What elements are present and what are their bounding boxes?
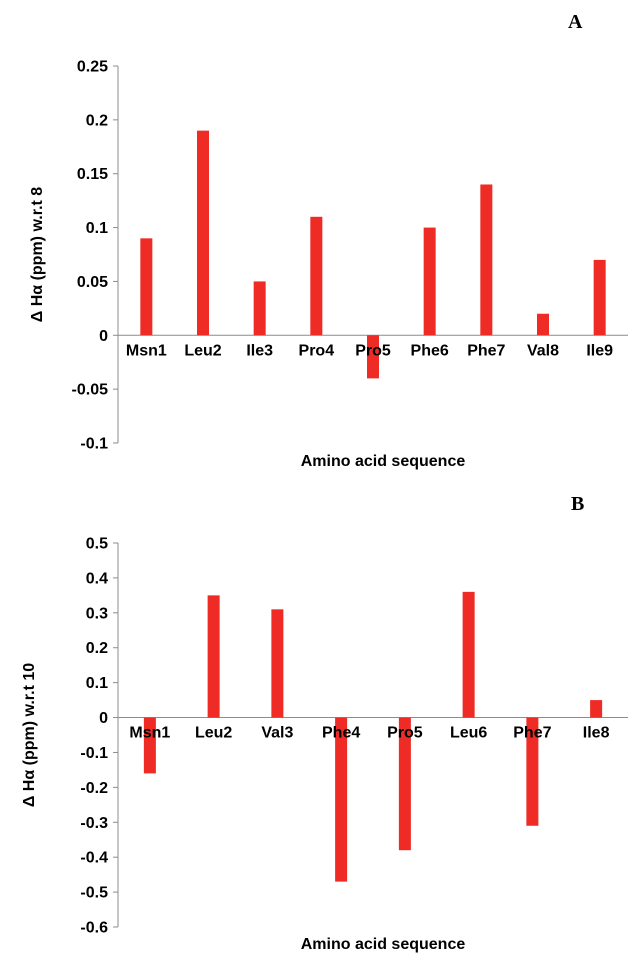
bar-leu6 xyxy=(462,591,475,718)
y-axis-title: Δ Hα (ppm) w.r.t 10 xyxy=(21,663,38,807)
bar-pro5 xyxy=(367,335,379,379)
y-tick-label: 0.2 xyxy=(86,112,108,129)
category-label-leu6: Leu6 xyxy=(450,725,487,742)
category-label-pro5: Pro5 xyxy=(355,342,391,359)
category-label-leu2: Leu2 xyxy=(184,342,221,359)
y-tick-label: 0.1 xyxy=(86,220,108,237)
category-label-msn1: Msn1 xyxy=(129,725,170,742)
category-label-phe4: Phe4 xyxy=(322,725,360,742)
y-tick-label: 0 xyxy=(99,710,108,727)
bar-phe7 xyxy=(480,184,493,336)
y-tick-label: -0.6 xyxy=(80,920,108,937)
bar-msn1 xyxy=(140,238,153,336)
bar-ile9 xyxy=(593,259,606,336)
category-label-phe6: Phe6 xyxy=(411,342,449,359)
bar-pro5 xyxy=(398,717,411,851)
y-tick-label: 0.25 xyxy=(77,59,108,76)
y-tick-label: -0.1 xyxy=(80,436,108,453)
y-tick-label: -0.05 xyxy=(72,382,109,399)
category-label-phe7: Phe7 xyxy=(467,342,505,359)
y-tick-label: -0.4 xyxy=(80,850,108,867)
category-label-leu2: Leu2 xyxy=(195,725,232,742)
category-label-ile9: Ile9 xyxy=(586,342,613,359)
y-tick-label: -0.2 xyxy=(80,780,108,797)
category-label-val3: Val3 xyxy=(261,725,293,742)
x-axis-title: Amino acid sequence xyxy=(301,453,466,470)
category-label-pro5: Pro5 xyxy=(387,725,423,742)
category-label-ile3: Ile3 xyxy=(246,342,273,359)
bar-msn1 xyxy=(143,717,156,774)
category-label-val8: Val8 xyxy=(527,342,559,359)
y-tick-label: 0.1 xyxy=(86,675,108,692)
bar-leu2 xyxy=(207,595,220,718)
bar-ile8 xyxy=(590,700,603,718)
chart-b: B -0.6 -0.5 -0.4 -0.3 -0.2 -0.1 0 0.1 0.2 0.3 0.4 0.… xyxy=(21,493,628,953)
category-label-pro4: Pro4 xyxy=(299,342,335,359)
y-tick-label: 0.15 xyxy=(77,166,108,183)
category-label-ile8: Ile8 xyxy=(583,725,610,742)
category-label-msn1: Msn1 xyxy=(126,342,167,359)
category-label-phe7: Phe7 xyxy=(513,725,551,742)
bar-phe7 xyxy=(526,717,539,826)
bar-leu2 xyxy=(197,130,209,336)
y-tick-label: 0.5 xyxy=(86,536,108,553)
bar-val8 xyxy=(537,313,549,336)
y-tick-label: -0.1 xyxy=(80,745,108,762)
bar-ile3 xyxy=(253,281,266,336)
y-tick-label: -0.5 xyxy=(80,885,108,902)
y-tick-label: 0.3 xyxy=(86,605,108,622)
bar-val3 xyxy=(271,609,284,718)
panel-label-b: B xyxy=(571,493,584,515)
bar-pro4 xyxy=(310,216,323,336)
y-tick-label: 0.4 xyxy=(86,570,108,587)
x-axis-title: Amino acid sequence xyxy=(301,936,466,953)
bar-phe6 xyxy=(423,227,436,336)
panel-label-a: A xyxy=(568,11,583,33)
chart-a: A -0.1 -0.05 0 0.05 0.1 0.15 0.2 0.25 Msn1 Leu2 Ile… xyxy=(29,11,628,470)
y-tick-label: 0.2 xyxy=(86,640,108,657)
y-tick-label: -0.3 xyxy=(80,815,108,832)
bar-phe4 xyxy=(335,717,348,882)
y-axis-title: Δ Hα (ppm) w.r.t 8 xyxy=(29,187,46,323)
y-tick-label: 0 xyxy=(99,328,108,345)
y-tick-label: 0.05 xyxy=(77,274,108,291)
